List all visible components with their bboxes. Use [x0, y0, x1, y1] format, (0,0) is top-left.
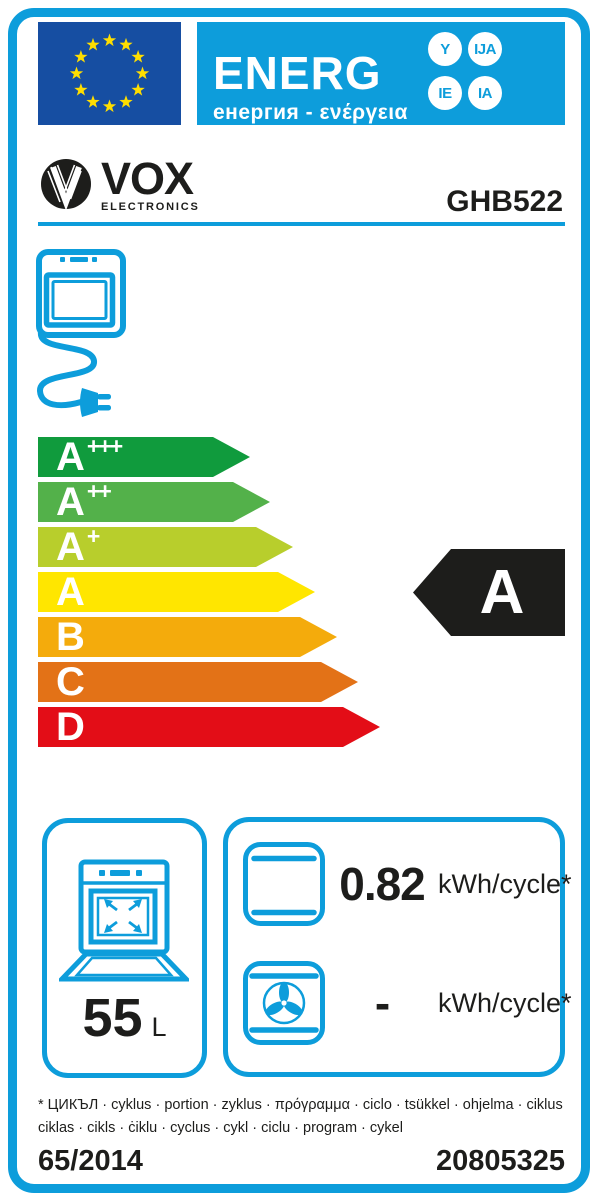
conventional-consumption-row: 0.82 kWh/cycle* — [242, 841, 572, 927]
fan-consumption-row: - kWh/cycle* — [242, 960, 572, 1046]
class-arrow-a-plus-plus-plus: A +++ — [38, 437, 250, 477]
label-footer: 65/2014 20805325 — [38, 1146, 565, 1176]
footnote-line-2: ciklas · cikls · ċiklu · cyclus · cykl ·… — [38, 1120, 403, 1136]
energy-class-scale: A +++ A ++ A + A B C D — [38, 437, 380, 752]
energ-suffix-circle: IJA — [468, 32, 502, 66]
capacity-readout: 55 L — [47, 991, 202, 1045]
brand-logo: VOX ELECTRONICS — [40, 153, 200, 213]
capacity-value: 55 — [82, 988, 143, 1048]
fan-unit: kWh/cycle* — [438, 987, 572, 1018]
model-number: GHB522 — [446, 185, 563, 218]
cycle-footnote: * ЦИКЪЛ · cyklus · portion · zyklus · πρ… — [38, 1094, 568, 1140]
regulation-number: 65/2014 — [38, 1145, 143, 1177]
class-arrow-a-plus: A + — [38, 527, 293, 567]
oven-volume-icon — [59, 859, 189, 982]
energ-subtitle: енергия - ενέργεια — [213, 101, 408, 124]
energ-title: ENERG — [213, 47, 382, 99]
brand-division: ELECTRONICS — [101, 201, 200, 213]
product-code: 20805325 — [435, 1145, 565, 1177]
conventional-heating-icon — [243, 842, 325, 926]
conventional-unit: kWh/cycle* — [438, 868, 572, 899]
class-arrow-a: A — [38, 572, 315, 612]
class-arrow-a-plus-plus: A ++ — [38, 482, 270, 522]
energ-banner: ENERG енергия - ενέργεια Y IJA IE IA — [197, 22, 565, 125]
electric-oven-plug-icon — [30, 240, 230, 435]
energ-suffix-circle: IA — [468, 76, 502, 110]
energ-suffix-circle: Y — [428, 32, 462, 66]
eu-flag-icon — [38, 22, 181, 125]
label-border — [8, 8, 590, 1193]
class-arrow-b: B — [38, 617, 337, 657]
fan-value: - — [374, 977, 390, 1029]
consumption-box: 0.82 kWh/cycle* - kWh/cycle* — [223, 817, 572, 1077]
selected-class-letter: A — [479, 557, 525, 627]
class-arrow-d: D — [38, 707, 380, 747]
capacity-box: 55 L — [42, 818, 207, 1078]
fan-forced-icon — [243, 961, 325, 1045]
selected-class-arrow: A — [413, 549, 565, 636]
energ-suffix-circle: IE — [428, 76, 462, 110]
footnote-line-1: * ЦИКЪЛ · cyklus · portion · zyklus · πρ… — [38, 1097, 563, 1113]
class-arrow-c: C — [38, 662, 358, 702]
conventional-value: 0.82 — [339, 858, 426, 910]
brand-name: VOX — [101, 153, 194, 204]
header-divider — [38, 222, 565, 226]
vox-logo-icon — [41, 159, 91, 210]
capacity-unit: L — [151, 1012, 167, 1042]
